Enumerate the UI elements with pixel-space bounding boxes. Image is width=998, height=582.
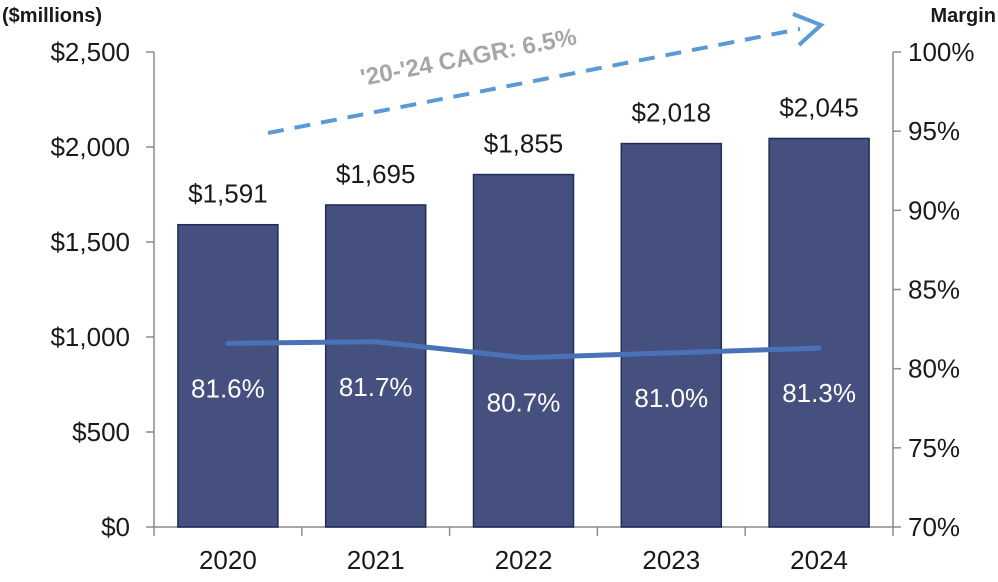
bar-value-label: $2,018 <box>632 98 712 128</box>
x-tick-label: 2023 <box>642 545 700 575</box>
left-tick-label: $500 <box>72 417 130 447</box>
right-axis-title: Margin <box>930 5 996 27</box>
bar <box>768 137 870 528</box>
left-tick-label: $1,500 <box>50 227 130 257</box>
right-tick-label: 90% <box>908 195 960 225</box>
cagr-arrow <box>267 12 825 135</box>
right-axis-ticks: 70% 75% 80% 85% 90% 95% 100% <box>893 37 975 542</box>
left-tick-label: $2,500 <box>50 37 130 67</box>
right-tick-label: 80% <box>908 354 960 384</box>
bar <box>620 142 723 528</box>
cagr-annotation: '20-'24 CAGR: 6.5% <box>358 23 579 91</box>
x-tick-label: 2024 <box>790 545 848 575</box>
bar-value-label: $1,695 <box>336 159 416 189</box>
margin-value-label: 81.6% <box>191 373 265 403</box>
bar-value-label: $2,045 <box>779 92 859 122</box>
margin-value-label: 81.0% <box>634 383 708 413</box>
cagr-arrow-shaft <box>267 27 801 135</box>
x-tick-label: 2020 <box>199 545 257 575</box>
bar-value-labels: $1,591 $1,695 $1,855 $2,018 $2,045 <box>188 92 859 208</box>
margin-value-label: 81.3% <box>782 378 856 408</box>
right-tick-label: 70% <box>908 512 960 542</box>
left-tick-label: $1,000 <box>50 322 130 352</box>
right-tick-label: 75% <box>908 433 960 463</box>
margin-line <box>225 339 822 361</box>
bar-value-label: $1,855 <box>484 129 564 159</box>
bars <box>177 137 870 528</box>
left-axis-ticks: $0 $500 $1,000 $1,500 $2,000 $2,500 <box>50 37 154 542</box>
right-tick-label: 85% <box>908 275 960 305</box>
margin-value-labels: 81.6% 81.7% 80.7% 81.0% 81.3% <box>191 372 856 418</box>
left-axis-title: ($millions) <box>2 5 102 27</box>
x-axis-ticks: 2020 2021 2022 2023 2024 <box>153 527 894 575</box>
margin-value-label: 80.7% <box>487 388 561 418</box>
margin-line-group <box>225 339 822 361</box>
bar <box>177 223 279 528</box>
bar-value-label: $1,591 <box>188 179 268 209</box>
x-tick-label: 2022 <box>495 545 553 575</box>
right-tick-label: 100% <box>908 37 975 67</box>
left-tick-label: $0 <box>101 512 130 542</box>
bar <box>472 173 575 528</box>
left-tick-label: $2,000 <box>50 132 130 162</box>
x-tick-label: 2021 <box>347 545 405 575</box>
bar <box>324 204 427 528</box>
margin-value-label: 81.7% <box>339 372 413 402</box>
right-tick-label: 95% <box>908 116 960 146</box>
cagr-arrow-head <box>792 12 825 47</box>
